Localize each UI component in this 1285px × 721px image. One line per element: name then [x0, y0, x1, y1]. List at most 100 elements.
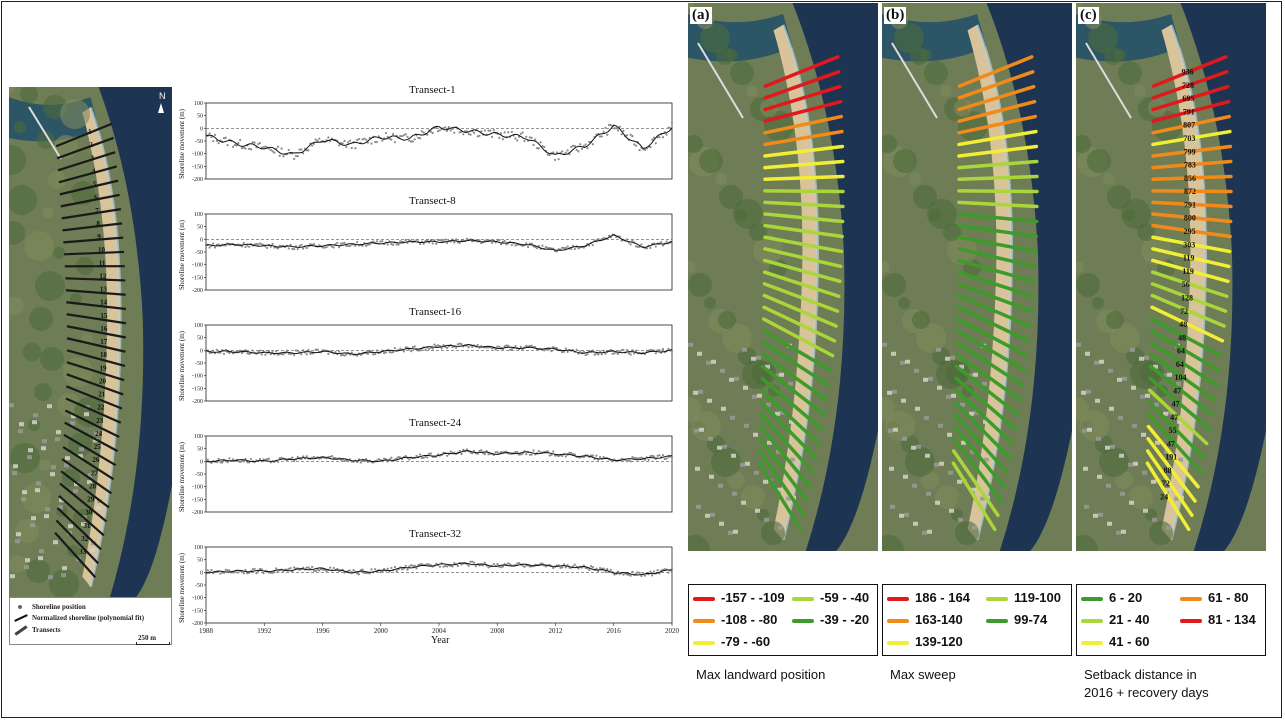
- data-point: [571, 565, 575, 568]
- transect-line: [1151, 174, 1233, 181]
- data-point: [386, 243, 389, 246]
- data-point: [291, 247, 294, 251]
- data-point: [217, 243, 220, 246]
- transect-line: [957, 70, 1035, 100]
- data-point: [363, 460, 366, 463]
- data-point: [334, 457, 337, 460]
- data-point: [530, 344, 533, 347]
- data-point: [266, 457, 269, 461]
- data-point: [453, 131, 456, 134]
- data-point: [410, 564, 413, 567]
- data-point: [570, 145, 573, 149]
- recovery-days-label: 303: [1183, 240, 1195, 249]
- y-tick-label: -200: [192, 288, 203, 294]
- x-tick-label: 1988: [199, 627, 214, 635]
- data-point: [613, 127, 616, 130]
- data-point: [215, 461, 218, 464]
- data-point: [566, 149, 569, 152]
- data-point: [231, 145, 235, 148]
- data-point: [552, 566, 555, 570]
- data-point: [487, 129, 490, 132]
- data-point: [514, 450, 517, 454]
- transect-line: [957, 189, 1039, 194]
- data-point: [480, 130, 483, 133]
- transect-line: [1148, 376, 1212, 431]
- transect-number: 8: [96, 220, 100, 228]
- transect-number: 20: [99, 377, 107, 385]
- transect-line: [1147, 388, 1209, 446]
- transect-number: 5: [93, 181, 97, 189]
- data-point: [654, 245, 657, 248]
- data-point: [260, 353, 263, 356]
- data-point: [350, 351, 353, 354]
- transect-line: [59, 482, 108, 523]
- transect-line: [762, 293, 838, 328]
- data-point: [411, 140, 415, 143]
- transect-number: 4: [92, 167, 96, 175]
- data-point: [293, 248, 296, 251]
- data-point: [390, 242, 393, 246]
- data-point: [616, 570, 620, 573]
- data-point: [544, 245, 548, 249]
- data-point: [598, 135, 602, 138]
- data-point: [363, 137, 366, 140]
- data-point: [420, 130, 424, 133]
- data-point: [325, 245, 328, 249]
- data-point: [602, 455, 605, 459]
- data-point: [651, 454, 654, 457]
- satellite-canvas: 936 728 695 791 807 703 799 783 856 872 791 800 295 3…: [1076, 3, 1266, 551]
- transect-line: [763, 247, 843, 269]
- y-tick-label: -150: [192, 275, 203, 281]
- data-point: [620, 133, 623, 136]
- data-point: [287, 352, 290, 355]
- data-point: [651, 138, 654, 141]
- data-point: [246, 352, 249, 355]
- transect-line: [1146, 424, 1200, 489]
- data-point: [490, 347, 494, 350]
- y-tick-label: 100: [194, 212, 203, 218]
- data-point: [462, 238, 465, 242]
- transect-line: [763, 70, 841, 100]
- data-point: [411, 345, 415, 349]
- data-point: [435, 242, 438, 245]
- transect-line: [757, 461, 803, 532]
- data-point: [318, 457, 321, 460]
- data-point: [244, 147, 247, 150]
- data-point: [240, 245, 244, 248]
- data-point: [541, 562, 544, 565]
- data-point: [444, 238, 447, 241]
- transect-line: [1151, 235, 1232, 254]
- chart-ylabel-4: Shoreline movement (m): [178, 442, 186, 512]
- data-point: [640, 574, 643, 578]
- data-point: [435, 126, 438, 129]
- data-point: [525, 564, 528, 567]
- data-point: [386, 135, 389, 138]
- transect-number: 17: [100, 338, 108, 346]
- recovery-days-label: 695: [1182, 94, 1194, 103]
- data-point: [602, 567, 605, 570]
- legend-swatch: [1081, 640, 1103, 645]
- data-point: [607, 123, 611, 127]
- data-point: [347, 460, 350, 463]
- data-point: [496, 563, 499, 566]
- data-point: [449, 129, 452, 132]
- data-point: [503, 131, 506, 134]
- data-point: [413, 138, 416, 141]
- data-point: [365, 138, 368, 141]
- data-point: [426, 562, 429, 566]
- data-point: [458, 241, 461, 245]
- data-point: [224, 568, 227, 571]
- data-point: [600, 567, 603, 570]
- data-point: [309, 242, 312, 246]
- caption-line: Max sweep: [890, 667, 956, 682]
- data-point: [566, 245, 569, 248]
- fit-line: [205, 124, 673, 156]
- legend-swatch: [887, 618, 909, 623]
- data-point: [226, 144, 229, 147]
- data-point: [212, 349, 215, 352]
- data-point: [573, 453, 576, 456]
- data-point: [586, 353, 589, 356]
- data-point: [600, 353, 603, 356]
- data-point: [602, 237, 605, 240]
- chart-title-5: Transect-32: [409, 528, 462, 540]
